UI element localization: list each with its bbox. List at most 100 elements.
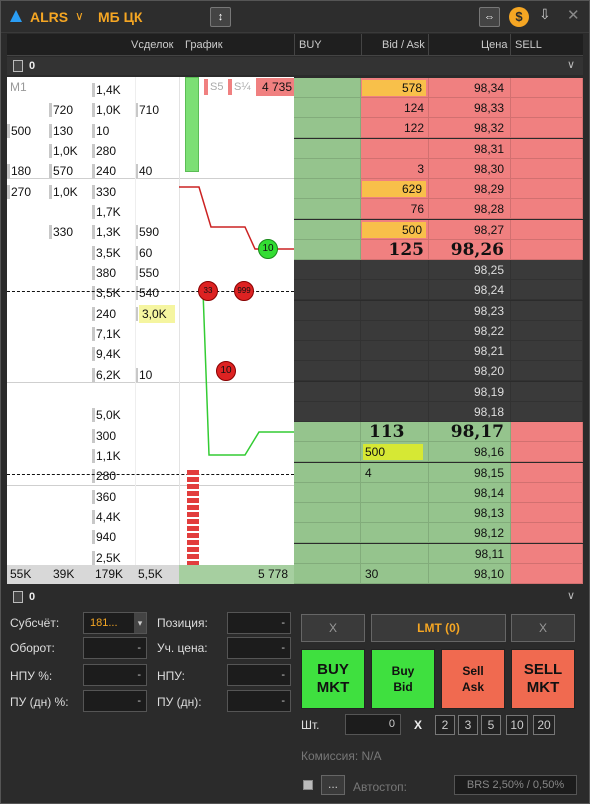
buy-bid-button[interactable]: Buy Bid bbox=[371, 649, 435, 709]
qty-input[interactable]: 0 bbox=[345, 714, 401, 735]
price-cell[interactable]: 98,26 bbox=[429, 239, 511, 260]
collapse-icon[interactable]: ↕ bbox=[210, 7, 231, 27]
price-cell[interactable]: 98,31 bbox=[429, 138, 511, 159]
header-vsdelok[interactable]: Vсделок bbox=[131, 39, 174, 51]
bidask-cell[interactable] bbox=[361, 138, 429, 159]
sell-cell[interactable] bbox=[511, 219, 583, 240]
price-cell[interactable]: 98,21 bbox=[429, 341, 511, 362]
qty-preset-button[interactable]: 20 bbox=[533, 715, 555, 735]
autostop-checkbox[interactable] bbox=[303, 780, 313, 790]
buy-cell[interactable] bbox=[294, 543, 361, 564]
price-cell[interactable]: 98,18 bbox=[429, 401, 511, 422]
subaccount-select[interactable]: 181... ▾ bbox=[83, 612, 147, 634]
ticker-label[interactable]: ALRS bbox=[30, 9, 69, 25]
sell-cell[interactable] bbox=[511, 78, 583, 98]
qty-preset-button[interactable]: 10 bbox=[506, 715, 528, 735]
chevron-down-icon[interactable]: ∨ bbox=[75, 9, 84, 23]
cancel-sell-button[interactable]: X bbox=[511, 614, 575, 642]
orderbook-row[interactable]: 98,12 bbox=[294, 523, 583, 544]
buy-cell[interactable] bbox=[294, 280, 361, 301]
buy-cell[interactable] bbox=[294, 503, 361, 524]
autostop-value[interactable]: BRS 2,50% / 0,50% bbox=[454, 775, 577, 795]
buy-cell[interactable] bbox=[294, 158, 361, 179]
sell-cell[interactable] bbox=[511, 98, 583, 119]
bidask-cell[interactable]: 124 bbox=[361, 98, 429, 119]
sell-cell[interactable] bbox=[511, 563, 583, 584]
close-icon[interactable]: ✕ bbox=[567, 7, 580, 24]
sell-cell[interactable] bbox=[511, 239, 583, 260]
sell-cell[interactable] bbox=[511, 320, 583, 341]
buy-cell[interactable] bbox=[294, 78, 361, 98]
bidask-cell[interactable]: 3 bbox=[361, 158, 429, 179]
buy-cell[interactable] bbox=[294, 523, 361, 544]
bidask-cell[interactable]: 113 bbox=[361, 422, 429, 443]
sell-cell[interactable] bbox=[511, 179, 583, 200]
bidask-cell[interactable] bbox=[361, 543, 429, 564]
bidask-cell[interactable] bbox=[361, 280, 429, 301]
orderbook-row[interactable]: 500 98,27 bbox=[294, 219, 583, 240]
bidask-cell[interactable] bbox=[361, 341, 429, 362]
sell-cell[interactable] bbox=[511, 158, 583, 179]
price-cell[interactable]: 98,30 bbox=[429, 158, 511, 179]
price-cell[interactable]: 98,13 bbox=[429, 503, 511, 524]
buy-cell[interactable] bbox=[294, 442, 361, 463]
buy-cell[interactable] bbox=[294, 320, 361, 341]
bidask-cell[interactable] bbox=[361, 361, 429, 382]
bidask-cell[interactable]: 500 bbox=[361, 219, 429, 240]
orderbook-row[interactable]: 98,14 bbox=[294, 482, 583, 503]
orderbook-row[interactable]: 98,19 bbox=[294, 381, 583, 402]
orderbook-row[interactable]: 98,22 bbox=[294, 320, 583, 341]
bidask-cell[interactable]: 125 bbox=[361, 239, 429, 260]
bidask-cell[interactable] bbox=[361, 300, 429, 321]
sell-cell[interactable] bbox=[511, 118, 583, 139]
price-cell[interactable]: 98,25 bbox=[429, 260, 511, 281]
bidask-cell[interactable]: 122 bbox=[361, 118, 429, 139]
bidask-cell[interactable] bbox=[361, 482, 429, 503]
header-bidask[interactable]: Bid / Ask bbox=[382, 39, 425, 51]
sell-market-button[interactable]: SELL MKT bbox=[511, 649, 575, 709]
header-grafik[interactable]: График bbox=[185, 39, 223, 51]
price-cell[interactable]: 98,20 bbox=[429, 361, 511, 382]
buy-cell[interactable] bbox=[294, 98, 361, 119]
buy-cell[interactable] bbox=[294, 341, 361, 362]
bidask-cell[interactable]: 76 bbox=[361, 199, 429, 220]
orderbook-row[interactable]: 500 98,16 bbox=[294, 442, 583, 463]
buy-cell[interactable] bbox=[294, 422, 361, 443]
price-cell[interactable]: 98,10 bbox=[429, 563, 511, 584]
buy-cell[interactable] bbox=[294, 138, 361, 159]
sell-cell[interactable] bbox=[511, 462, 583, 483]
buy-cell[interactable] bbox=[294, 219, 361, 240]
price-cell[interactable]: 98,19 bbox=[429, 381, 511, 402]
buy-cell[interactable] bbox=[294, 239, 361, 260]
price-cell[interactable]: 98,23 bbox=[429, 300, 511, 321]
price-cell[interactable]: 98,27 bbox=[429, 219, 511, 240]
sell-cell[interactable] bbox=[511, 422, 583, 443]
bidask-cell[interactable] bbox=[361, 320, 429, 341]
price-cell[interactable]: 98,24 bbox=[429, 280, 511, 301]
sell-cell[interactable] bbox=[511, 199, 583, 220]
orderbook-row[interactable]: 98,18 bbox=[294, 401, 583, 422]
chevron-down-icon[interactable]: ∨ bbox=[566, 59, 575, 71]
qty-preset-button[interactable]: 2 bbox=[435, 715, 455, 735]
header-sell[interactable]: SELL bbox=[515, 39, 542, 51]
bidask-cell[interactable] bbox=[361, 401, 429, 422]
buy-cell[interactable] bbox=[294, 199, 361, 220]
dropdown-arrow-icon[interactable]: ▾ bbox=[134, 613, 146, 633]
header-buy[interactable]: BUY bbox=[299, 39, 322, 51]
download-icon[interactable]: ⇩ bbox=[539, 6, 551, 22]
timeframe-label[interactable]: M1 bbox=[10, 80, 27, 94]
bidask-cell[interactable]: 30 bbox=[361, 563, 429, 584]
price-cell[interactable]: 98,14 bbox=[429, 482, 511, 503]
dollar-icon[interactable]: $ bbox=[509, 7, 529, 27]
sell-cell[interactable] bbox=[511, 280, 583, 301]
buy-cell[interactable] bbox=[294, 260, 361, 281]
price-cell[interactable]: 98,16 bbox=[429, 442, 511, 463]
sell-cell[interactable] bbox=[511, 523, 583, 544]
buy-cell[interactable] bbox=[294, 179, 361, 200]
qty-preset-button[interactable]: 5 bbox=[481, 715, 501, 735]
buy-cell[interactable] bbox=[294, 118, 361, 139]
price-cell[interactable]: 98,28 bbox=[429, 199, 511, 220]
price-cell[interactable]: 98,11 bbox=[429, 543, 511, 564]
orderbook-row[interactable]: 125 98,26 bbox=[294, 239, 583, 260]
price-cell[interactable]: 98,33 bbox=[429, 98, 511, 119]
